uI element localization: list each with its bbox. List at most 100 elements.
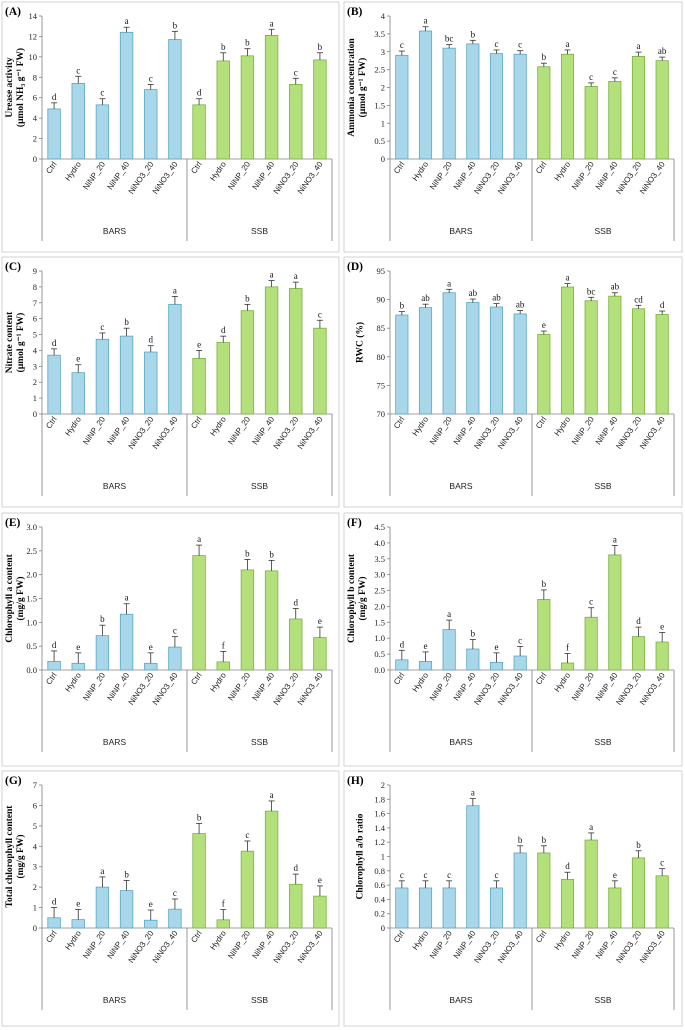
significance-letter: c — [495, 870, 499, 880]
significance-letter: a — [566, 273, 570, 283]
group-label-bars: BARS — [103, 995, 126, 1005]
significance-letter: b — [542, 579, 547, 589]
x-category-label: NiNP_20 — [428, 415, 454, 447]
y-tick-label: 4 — [33, 345, 38, 355]
group-label-bars: BARS — [103, 737, 126, 747]
bar-ssb-nino3_40 — [313, 327, 327, 415]
x-category-label: NiNP_20 — [428, 671, 454, 703]
bar-ssb-ninp_20 — [240, 55, 255, 160]
x-category-label: Ctrl — [189, 415, 204, 431]
group-label-ssb: SSB — [251, 226, 268, 236]
significance-letter: ab — [421, 293, 430, 303]
y-tick-label: 1.4 — [374, 823, 385, 833]
bar-ssb-ninp_20 — [584, 300, 598, 415]
y-axis-label-line: Nitrate content — [5, 311, 15, 373]
chart-panel-g: (G) Total chlorophyll content(mg/g FW) 0 1 2… — [1, 770, 340, 1027]
x-category-label: NiNP_20 — [570, 671, 596, 703]
bar-ssb-nino3_20 — [631, 636, 646, 671]
significance-letter: a — [125, 593, 129, 603]
x-category-label: Ctrl — [189, 160, 204, 176]
significance-letter: b — [542, 52, 547, 62]
y-tick-label: 0.5 — [374, 136, 385, 146]
y-tick-label: 0.6 — [374, 880, 385, 890]
significance-letter: a — [447, 609, 451, 619]
y-tick-label: 95 — [377, 266, 386, 276]
group-label-ssb: SSB — [251, 737, 268, 747]
y-tick-label: 1.0 — [26, 617, 37, 627]
significance-letter: ab — [611, 282, 620, 292]
x-category-label: NiNP_20 — [428, 929, 454, 961]
chart-panel-c: (C) Nitrate content(μmol g⁻¹ FW) 0 1 2 3 4 5 6 7 8… — [1, 256, 340, 508]
y-tick-label: 0 — [33, 923, 37, 933]
x-category-label: NiNP_40 — [594, 671, 620, 703]
significance-letter: c — [589, 72, 593, 82]
bar-bars-ctrl — [395, 54, 409, 160]
significance-letter: c — [400, 40, 404, 50]
x-category-label: NiNP_20 — [428, 160, 454, 192]
x-category-label: NiNP_20 — [226, 160, 252, 192]
significance-letter: e — [197, 339, 201, 349]
x-category-label: Hydro — [208, 671, 228, 694]
panel-border — [343, 256, 683, 508]
x-category-label: NiNP_20 — [570, 415, 596, 447]
bar-bars-ctrl — [47, 108, 61, 160]
x-category-label: Ctrl — [189, 671, 204, 687]
x-category-label: NiNP_20 — [81, 929, 107, 961]
significance-letter: e — [424, 641, 428, 651]
bar-ssb-ctrl — [192, 555, 206, 671]
significance-letter: a — [125, 16, 129, 26]
panel-border — [343, 512, 683, 767]
bar-bars-hydro — [71, 83, 85, 160]
significance-letter: c — [424, 870, 428, 880]
bar-ssb-ninp_40 — [608, 554, 622, 671]
significance-letter: e — [76, 354, 80, 364]
y-tick-label: 75 — [377, 380, 386, 390]
y-tick-label: 1.8 — [374, 794, 385, 804]
y-axis-label-line: Chlorophyll a/b ratio — [356, 813, 366, 899]
significance-letter: b — [197, 812, 202, 822]
y-tick-label: 3.5 — [374, 554, 385, 564]
panel-border — [1, 770, 340, 1027]
y-tick-label: 0.0 — [374, 665, 385, 675]
x-category-label: Ctrl — [534, 415, 549, 431]
chart-panel-b: (B) Ammonia concentration(μmol g⁻¹ FW) 0 0.… — [343, 1, 683, 253]
y-tick-label: 80 — [377, 352, 386, 362]
significance-letter: b — [318, 42, 323, 52]
group-label-ssb: SSB — [251, 481, 268, 491]
panel-border — [1, 256, 340, 508]
bar-ssb-hydro — [216, 60, 230, 160]
group-label-ssb: SSB — [251, 995, 268, 1005]
y-tick-label: 0 — [381, 154, 385, 164]
y-axis-label: Urease activity(μmol NH₃ g⁻¹ FW) — [5, 48, 26, 127]
bar-ssb-ninp_40 — [608, 295, 622, 415]
bar-bars-ninp_40 — [119, 890, 134, 929]
x-category-label: Hydro — [553, 929, 573, 952]
bar-bars-ctrl — [395, 314, 409, 415]
significance-letter: f — [222, 899, 225, 909]
y-axis-label-line: (mg/g FW) — [15, 576, 26, 620]
y-axis-label-line: (mg/g FW) — [357, 576, 368, 620]
significance-letter: e — [318, 875, 322, 885]
x-category-label: NiNP_40 — [105, 671, 131, 703]
significance-letter: d — [294, 863, 299, 873]
x-category-label: Ctrl — [392, 160, 407, 176]
significance-letter: b — [471, 628, 476, 638]
y-axis-label: Chlorophyll b content(mg/g FW) — [347, 553, 368, 643]
significance-letter: b — [542, 835, 547, 845]
y-tick-label: 3 — [381, 47, 385, 57]
significance-letter: c — [495, 39, 499, 49]
y-axis-label: Chlorophyll a/b ratio — [356, 813, 366, 899]
bar-bars-nino3_40 — [513, 53, 527, 160]
y-tick-label: 3 — [33, 862, 37, 872]
panel-label: (F) — [347, 517, 362, 529]
x-category-label: Ctrl — [392, 671, 407, 687]
significance-letter: c — [518, 635, 522, 645]
x-category-label: Hydro — [411, 671, 431, 694]
significance-letter: c — [173, 888, 177, 898]
x-category-label: Ctrl — [534, 671, 549, 687]
bar-bars-ninp_20 — [95, 886, 110, 929]
bar-ssb-ninp_20 — [584, 839, 598, 929]
x-category-label: Hydro — [63, 929, 83, 952]
bar-ssb-nino3_20 — [631, 857, 646, 929]
y-tick-label: 2 — [33, 377, 37, 387]
